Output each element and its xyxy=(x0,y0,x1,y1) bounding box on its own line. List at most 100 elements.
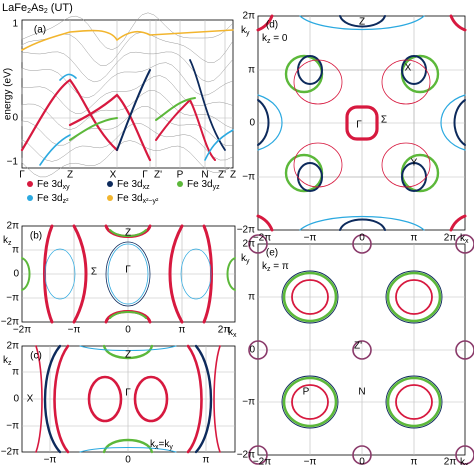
curve xyxy=(79,345,177,351)
figure-title-part: (UT) xyxy=(48,2,73,14)
fermi-pocket xyxy=(395,279,433,315)
y-axis-label: energy (eV) xyxy=(3,68,14,120)
x-axis-label: kx=ky xyxy=(150,439,173,451)
x-axis-label-part: k xyxy=(460,457,466,465)
x-tick-label: 2π xyxy=(444,233,457,244)
curve xyxy=(79,447,177,453)
fermi-pocket xyxy=(386,271,442,323)
fermi-pocket xyxy=(105,241,151,307)
k-point-label: Γ xyxy=(125,388,131,399)
fermi-pocket xyxy=(455,234,474,254)
fermi-pocket xyxy=(282,271,338,323)
fermi-pocket xyxy=(352,234,372,254)
panel-label: (a) xyxy=(34,25,46,36)
x-tick-label: N xyxy=(201,170,208,181)
band xyxy=(59,73,77,81)
fermi-pocket xyxy=(281,375,339,429)
legend-label-sub: x²−y² xyxy=(143,198,159,205)
curve xyxy=(299,215,425,231)
y-axis-label-part: k xyxy=(241,253,247,264)
curve xyxy=(257,99,270,146)
condition-label-sub: z xyxy=(267,266,271,273)
condition-label-part: k xyxy=(262,261,268,272)
k-point-label: Σ xyxy=(381,115,387,126)
fermi-pocket xyxy=(352,445,372,465)
curve xyxy=(43,344,62,454)
x-tick-label: −π xyxy=(304,233,317,244)
fermi-pocket xyxy=(284,54,324,94)
fermi-pocket xyxy=(352,340,372,360)
legend-label-part: Fe 3d xyxy=(117,193,143,204)
y-axis-label-part: k xyxy=(3,355,9,366)
fermi-pocket xyxy=(133,375,169,423)
legend-label-sub: xy xyxy=(63,184,71,191)
x-tick-label: 0 xyxy=(125,455,131,465)
x-tick-label: π xyxy=(411,457,418,465)
fermi-pocket xyxy=(281,270,339,324)
x-tick-label: Z' xyxy=(218,170,226,181)
curve xyxy=(339,218,386,231)
panel-label: (c) xyxy=(30,351,42,362)
band xyxy=(21,51,233,83)
x-axis-label: kx xyxy=(460,233,469,245)
y-tick-label: −π xyxy=(6,421,19,432)
y-axis-label: ky xyxy=(241,25,250,37)
x-tick-label: −2π xyxy=(13,325,31,336)
y-tick-label: −π xyxy=(242,397,255,408)
k-point-label: Σ xyxy=(91,267,97,278)
condition-label-sub: z xyxy=(267,38,271,45)
figure-title-part: LaFe xyxy=(2,2,27,14)
y-axis-label-sub: z xyxy=(8,240,12,247)
k-point-label: X xyxy=(27,394,34,405)
curve xyxy=(449,214,467,232)
fermi-pocket xyxy=(400,54,440,94)
x-axis-label-part: k xyxy=(150,439,156,450)
y-tick-label: 2π xyxy=(7,221,20,232)
band xyxy=(21,75,233,114)
curve xyxy=(186,344,203,454)
curve xyxy=(339,15,386,28)
x-tick-label: Z xyxy=(67,170,73,181)
fermi-pocket xyxy=(291,384,329,420)
band xyxy=(39,134,71,166)
fermi-pocket xyxy=(87,375,123,423)
y-tick-label: π xyxy=(248,292,255,303)
y-tick-label: π xyxy=(12,367,19,378)
y-tick-label: −1 xyxy=(7,157,19,168)
panel-label: (b) xyxy=(30,231,42,242)
fermi-pocket xyxy=(248,445,268,465)
panel-label: (d) xyxy=(266,20,278,31)
x-tick-label: −π xyxy=(304,457,317,465)
k-point-label: Z xyxy=(125,350,131,361)
k-point-label: Z xyxy=(359,17,365,28)
x-tick-label: −2π xyxy=(253,233,271,244)
curve xyxy=(299,15,425,31)
x-axis-label-sub: y xyxy=(169,444,173,451)
figure-title: LaFe2As2 (UT) xyxy=(2,2,73,15)
legend-label-sub: z² xyxy=(63,198,70,205)
x-tick-label: π xyxy=(411,233,418,244)
zone-boundary xyxy=(309,69,415,178)
band xyxy=(21,62,233,99)
fermi-pocket xyxy=(455,445,474,465)
y-tick-label: −2π xyxy=(1,317,19,328)
y-axis-label: kz xyxy=(3,235,12,247)
fermi-pocket xyxy=(248,340,268,360)
curve xyxy=(257,94,283,151)
y-tick-label: 0 xyxy=(13,269,19,280)
x-tick-label: π xyxy=(203,455,210,465)
y-tick-label: −π xyxy=(242,172,255,183)
legend-marker xyxy=(27,181,33,187)
y-axis-label-sub: z xyxy=(8,360,12,367)
y-tick-label: −π xyxy=(6,293,19,304)
x-tick-label: Γ xyxy=(142,170,148,181)
band xyxy=(155,97,196,121)
x-tick-label: π xyxy=(179,325,186,336)
x-tick-label: Z' xyxy=(154,170,162,181)
y-axis-label: ky xyxy=(241,253,250,265)
y-tick-label: −2π xyxy=(1,447,19,458)
x-axis-label-part: =k xyxy=(159,439,171,450)
k-point-label: Z' xyxy=(354,341,362,352)
y-tick-label: 2π xyxy=(243,239,256,250)
